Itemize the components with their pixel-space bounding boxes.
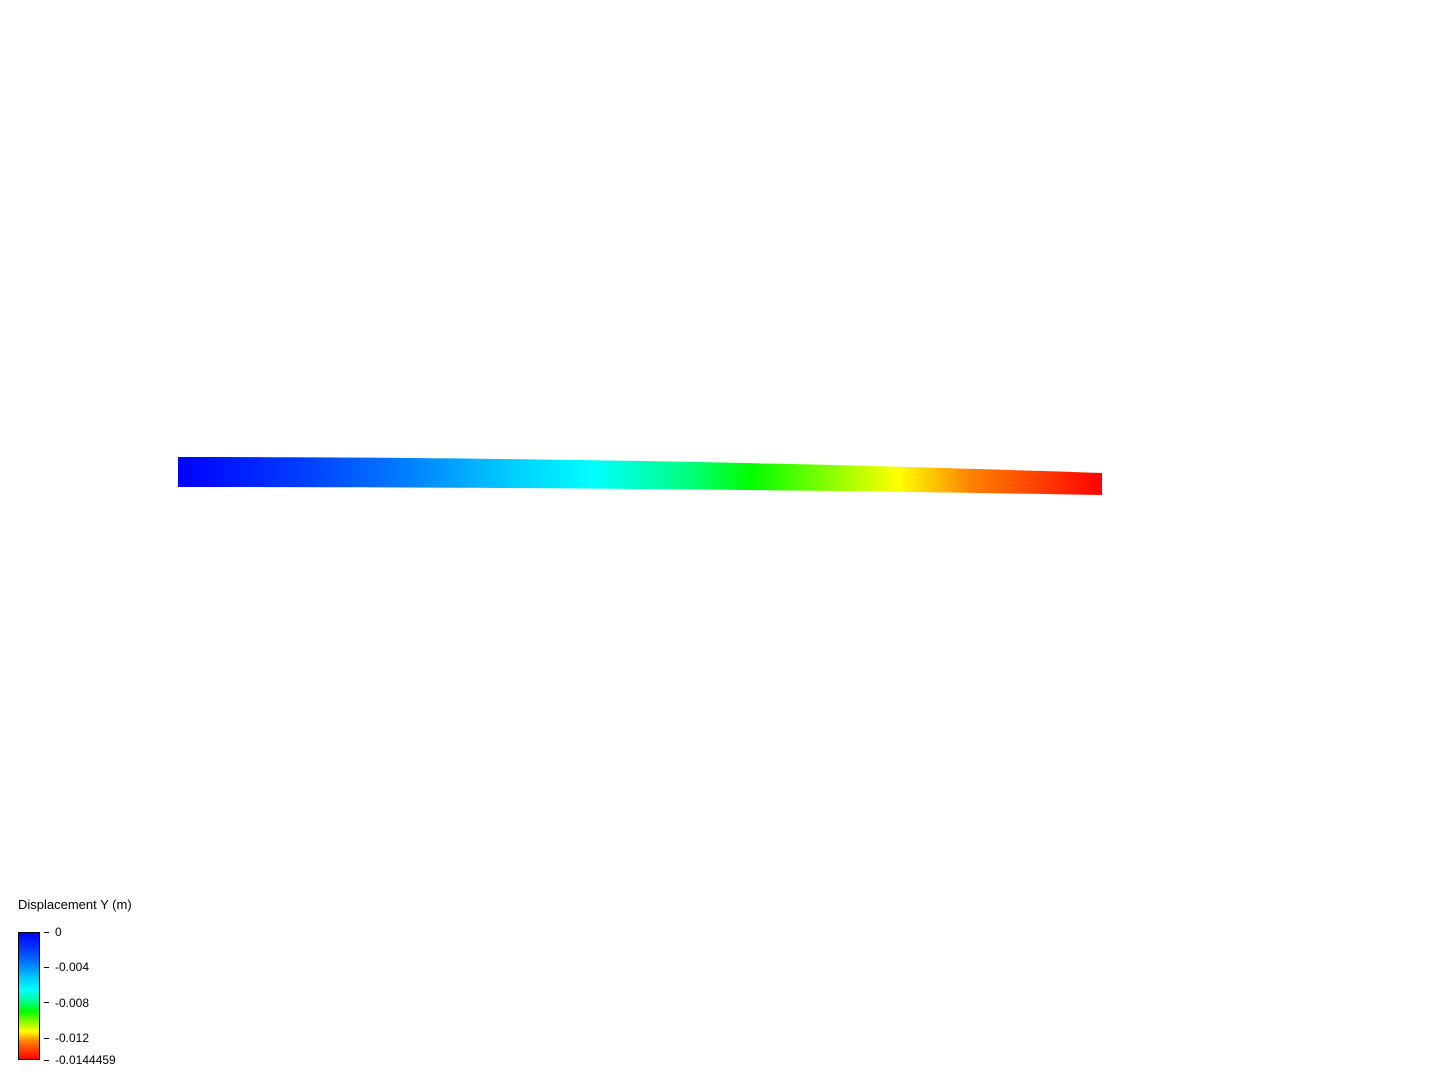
legend-tick: -0.004: [44, 960, 89, 974]
legend-tick: -0.0144459: [44, 1053, 116, 1067]
legend-tick: 0: [44, 925, 62, 939]
legend-color-bar: [18, 932, 40, 1060]
simulation-viewport: [0, 0, 1440, 1080]
legend-title: Displacement Y (m): [18, 897, 132, 912]
legend-tick-label: -0.012: [55, 1031, 89, 1045]
beam-contour-svg: [0, 0, 1440, 1080]
beam-body: [178, 457, 1102, 495]
legend-tick-label: -0.004: [55, 960, 89, 974]
legend-body: 0-0.004-0.008-0.012-0.0144459: [18, 932, 132, 1060]
legend-tick-label: -0.008: [55, 996, 89, 1010]
legend-tick: -0.008: [44, 996, 89, 1010]
legend-tick-label: 0: [55, 925, 62, 939]
legend-tick: -0.012: [44, 1031, 89, 1045]
legend-tick-label: -0.0144459: [55, 1053, 116, 1067]
color-legend: Displacement Y (m) 0-0.004-0.008-0.012-0…: [18, 897, 132, 1060]
